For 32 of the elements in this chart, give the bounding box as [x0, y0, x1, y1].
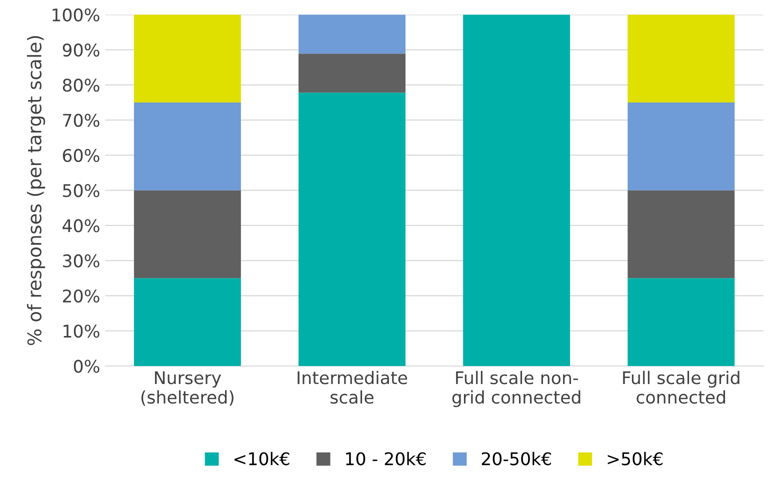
x-tick-label: Full scale non- grid connected	[452, 370, 580, 408]
y-tick-label: 90%	[62, 43, 100, 57]
y-tick-label: 70%	[63, 114, 100, 127]
x-tick-label: Full scale grid connected	[623, 370, 740, 404]
y-tick-label: 60%	[62, 148, 100, 162]
bar	[298, 54, 406, 93]
x-tick-label: Nursery (sheltered)	[141, 371, 234, 406]
y-tick-label: 0%	[74, 360, 100, 373]
legend-label: <10k€	[234, 452, 290, 466]
legend-label: 20-50k€	[482, 452, 552, 466]
bar	[463, 14, 570, 366]
y-tick-label: 50%	[63, 184, 100, 198]
y-tick-label: 80%	[62, 78, 100, 92]
y-tick-label: 100%	[52, 8, 100, 22]
bar	[628, 14, 735, 102]
bar	[628, 102, 735, 190]
y-axis-title: % of responses (per target scale)	[26, 36, 46, 346]
y-tick-label: 40%	[62, 219, 100, 232]
legend-label: 10 - 20k€	[346, 452, 426, 466]
bar	[134, 278, 241, 366]
bar	[134, 102, 241, 190]
bar	[298, 92, 406, 366]
bar	[134, 190, 241, 278]
y-tick-label: 30%	[63, 254, 100, 268]
bar	[298, 14, 406, 54]
bar	[628, 190, 735, 278]
y-tick-label: 10%	[64, 324, 100, 338]
bar	[628, 278, 735, 366]
x-tick-label: Intermediate scale	[298, 370, 408, 404]
legend-label: >50k€	[608, 452, 663, 466]
bar	[134, 14, 241, 102]
y-tick-label: 20%	[62, 289, 100, 303]
